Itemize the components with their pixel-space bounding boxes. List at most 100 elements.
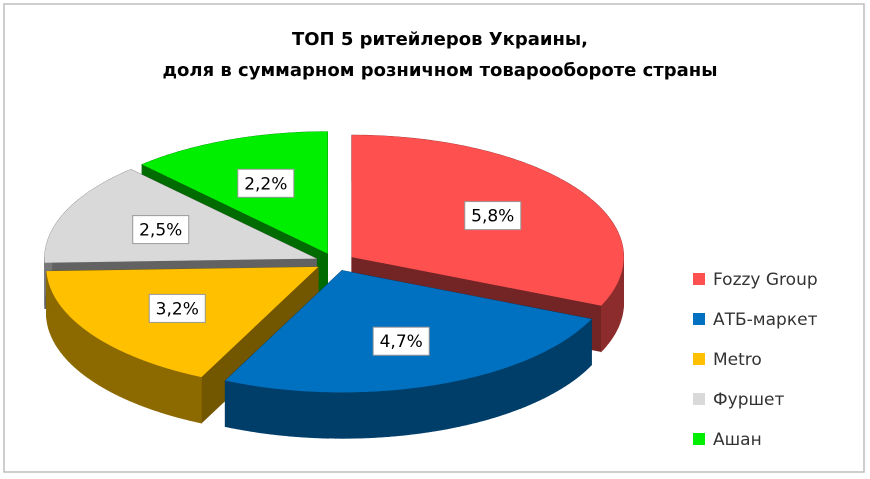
slice-side [552, 344, 558, 394]
slice-side [224, 380, 232, 429]
data-label-box [464, 201, 522, 231]
slice-side [288, 389, 296, 437]
slice-side [90, 333, 95, 383]
slice-side [243, 383, 251, 432]
slice-side [414, 386, 422, 435]
data-label-text: 2,5% [139, 221, 182, 241]
slice-side [476, 374, 484, 423]
data-label: 3,2% [148, 293, 206, 323]
slice-side [134, 356, 140, 406]
slice-side [124, 352, 130, 402]
slice-side [256, 385, 264, 434]
slice-side [119, 349, 126, 400]
slice-side [608, 293, 611, 345]
legend-label: Ашан [713, 430, 762, 450]
slice-side [588, 318, 592, 369]
slice-side [482, 372, 489, 422]
slice-side [464, 377, 472, 426]
slice-side [408, 387, 416, 436]
slice-side [68, 314, 72, 365]
slice-side [525, 357, 531, 407]
slice-side [328, 391, 336, 439]
slice-side [434, 383, 441, 432]
slice-side [341, 392, 350, 439]
data-label: 2,5% [132, 215, 190, 245]
slice-side [195, 375, 202, 424]
legend-label: Фуршет [713, 390, 785, 410]
slice-side [544, 349, 550, 399]
slice-side [579, 326, 584, 377]
slice-side [427, 384, 435, 433]
slice-side [315, 391, 323, 439]
slice-side [171, 369, 178, 418]
slice-side [565, 336, 570, 387]
slice-side [348, 391, 356, 439]
data-label: 4,7% [372, 326, 430, 356]
slice-side [440, 382, 448, 431]
slice-side [355, 391, 363, 439]
slice-side [102, 340, 108, 391]
slice-side [268, 387, 276, 436]
slice-side [321, 391, 330, 439]
slice-side [530, 355, 536, 405]
legend-label: АТБ-маркет [713, 310, 818, 330]
slice-side [106, 343, 112, 393]
data-label-box [148, 293, 206, 323]
slice-side [115, 347, 121, 397]
slice-side [262, 386, 270, 435]
slice [142, 131, 328, 254]
slice-side [493, 369, 500, 418]
slice-side [458, 378, 466, 427]
slice-side [539, 351, 545, 401]
slice-side [189, 373, 196, 423]
slice-side [568, 334, 574, 385]
slice-side [395, 389, 403, 437]
chart-title: доля в суммарном розничном товарообороте… [162, 60, 717, 81]
slice-side [183, 372, 190, 421]
slice-side [421, 385, 429, 434]
slice-side [603, 299, 607, 350]
slice-side [76, 322, 81, 373]
slice-side [60, 305, 64, 357]
slice-side [80, 325, 85, 376]
data-label-text: 4,7% [380, 332, 423, 352]
slice-side [375, 390, 383, 438]
slice-side [110, 345, 116, 395]
slice-side [388, 389, 396, 437]
slice-side [470, 375, 478, 425]
legend-swatch [693, 353, 705, 365]
slice-side [249, 384, 257, 433]
slice-side [561, 339, 566, 390]
slice-side [73, 320, 78, 371]
slice-side [605, 296, 609, 347]
legend-swatch [693, 433, 705, 445]
slice-side [488, 371, 495, 420]
slice-side [98, 338, 103, 388]
slice-side [582, 323, 587, 374]
slice-side [548, 346, 554, 397]
slice-side [452, 380, 460, 429]
slice-side [382, 390, 390, 438]
slice-side [129, 354, 135, 404]
legend-label: Metro [713, 350, 762, 370]
slice-side [361, 391, 370, 439]
data-label-box [372, 326, 430, 356]
slice-side [160, 365, 167, 415]
slice-side [86, 330, 92, 381]
slice-side [63, 308, 67, 360]
slice-side [308, 391, 316, 439]
legend: Fozzy Group АТБ-маркет Metro Фуршет Ашан [693, 270, 818, 450]
data-label-text: 3,2% [156, 299, 199, 319]
slice-side [65, 311, 69, 362]
slice-side [295, 390, 303, 438]
slice-side [572, 331, 577, 382]
data-label-box [237, 168, 295, 198]
legend-swatch [693, 313, 705, 325]
data-label-text: 5,8% [471, 207, 514, 227]
chart-title: ТОП 5 ритейлеров Украины, [292, 29, 588, 50]
slice-side [510, 363, 516, 413]
slice-side [70, 317, 75, 368]
slice-side [401, 388, 409, 436]
slice-side [335, 392, 343, 439]
